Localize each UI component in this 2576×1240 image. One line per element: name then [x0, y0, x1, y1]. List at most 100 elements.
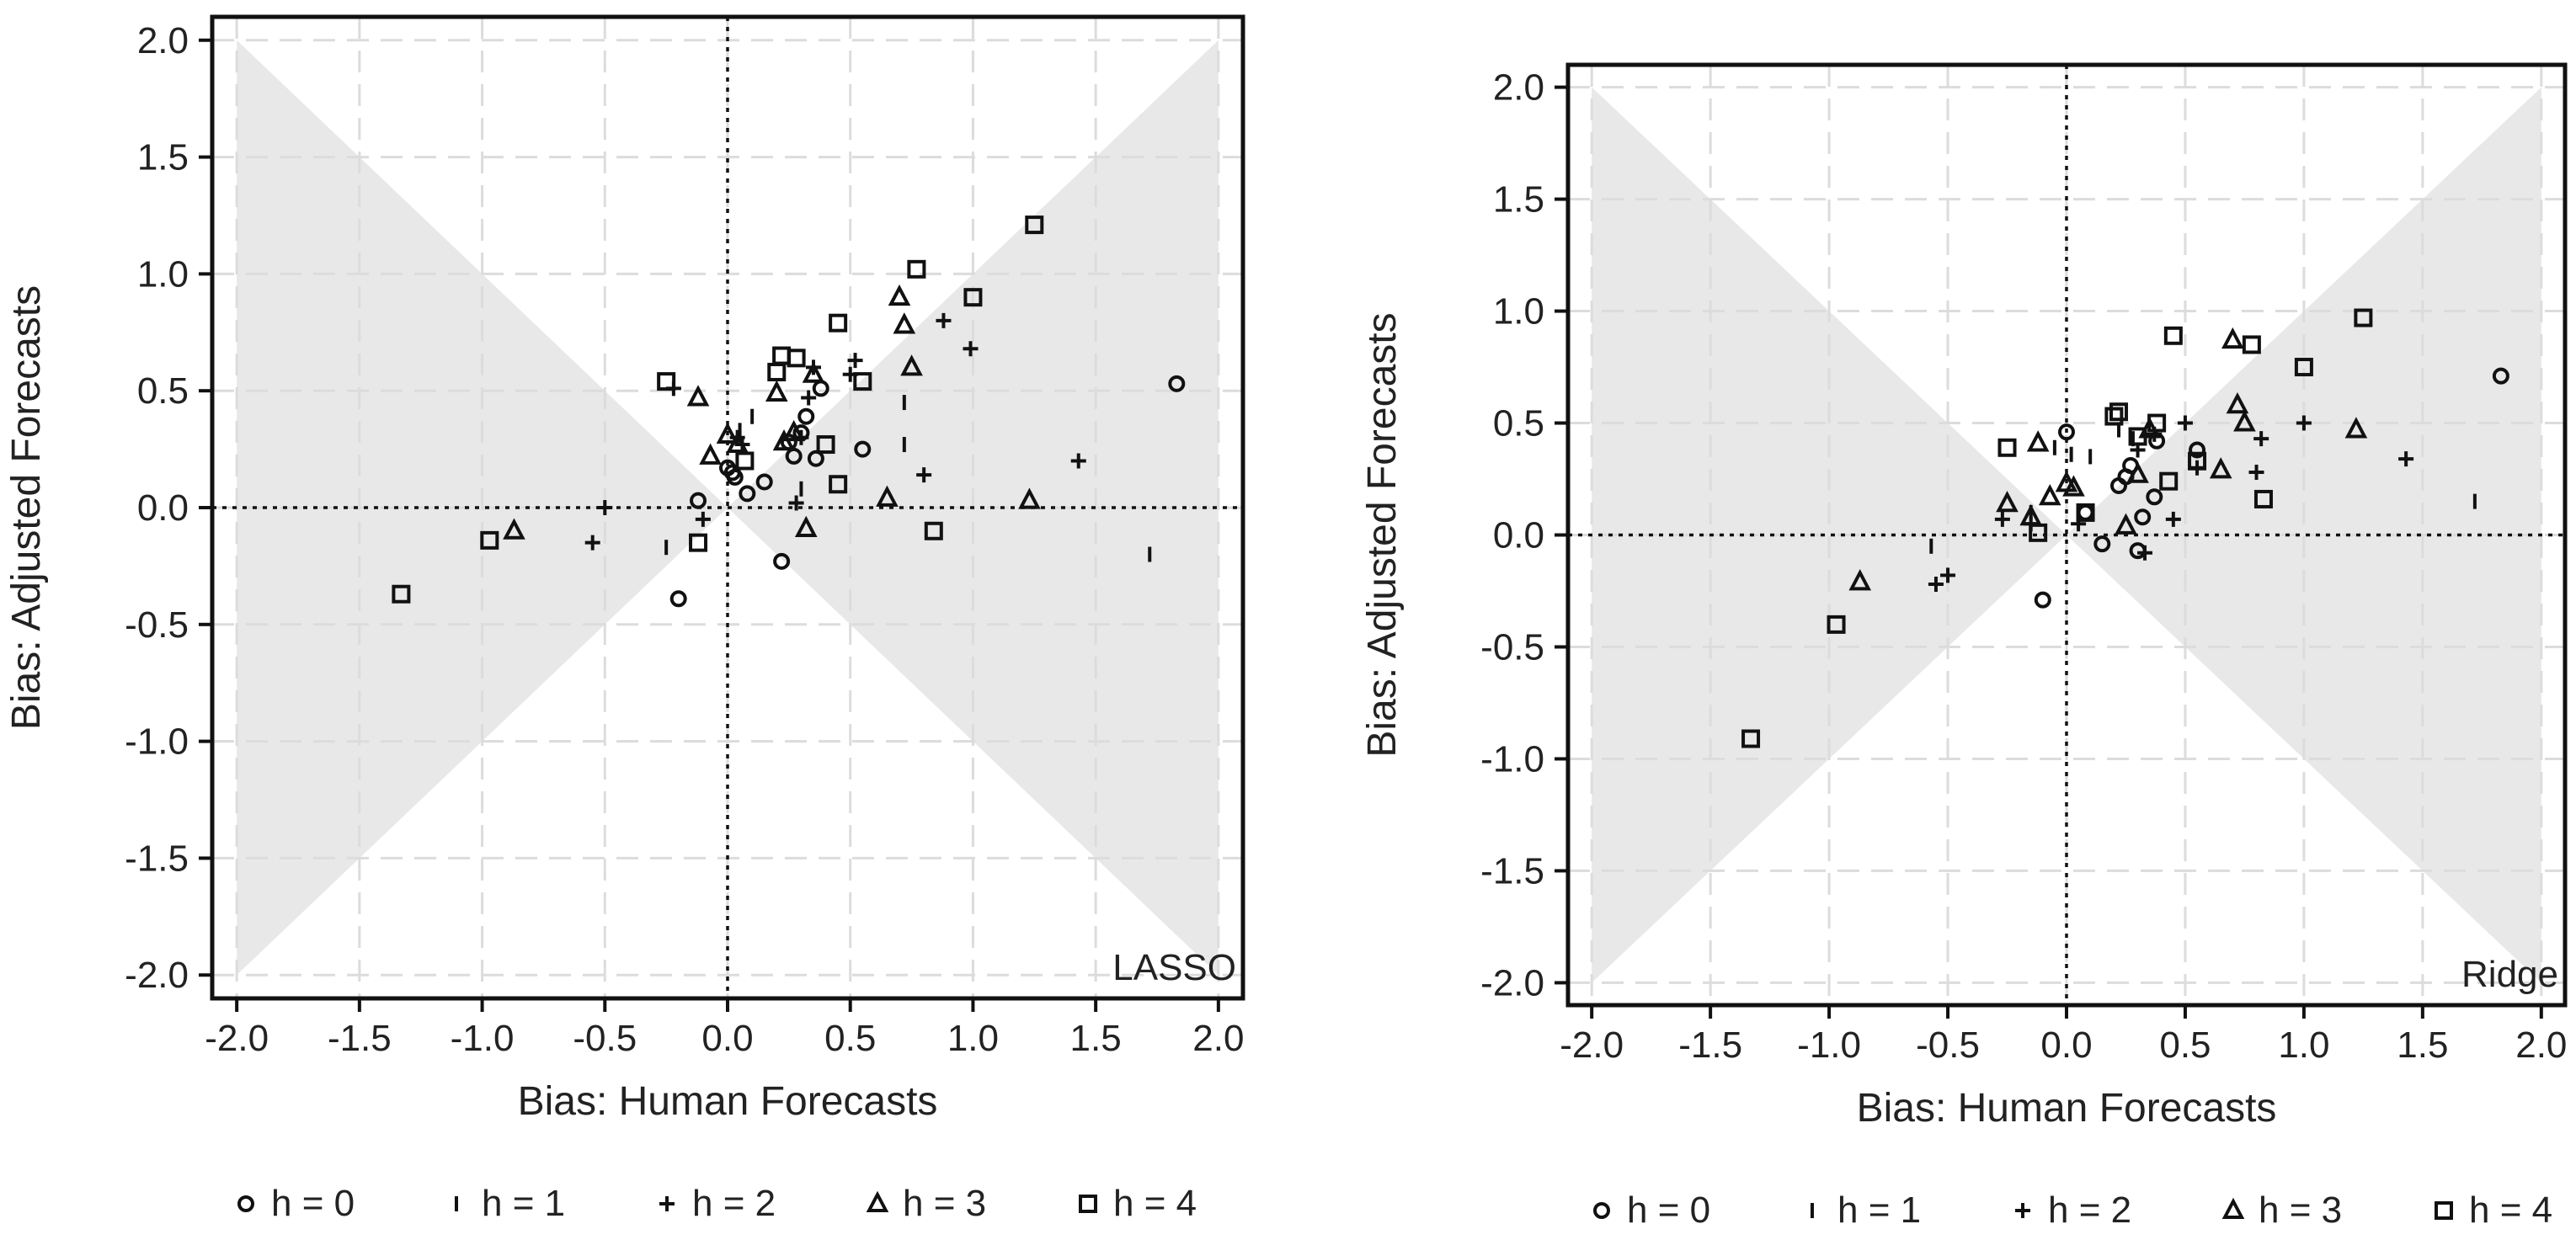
data-point-square [392, 584, 411, 604]
x-tick-label: -2.0 [1560, 1024, 1624, 1066]
data-point-circle [797, 407, 815, 425]
data-point-triangle [876, 485, 899, 507]
data-point-circle [2146, 488, 2163, 506]
data-point-circle [773, 552, 791, 570]
legend-circle-icon [1593, 1202, 1610, 1219]
data-point-triangle [782, 419, 805, 442]
data-point-plus [2137, 545, 2153, 561]
legend-item: h = 0 [1593, 1189, 1710, 1231]
data-point-plus [801, 390, 817, 406]
x-tick-label: -2.0 [205, 1018, 269, 1059]
data-point-plus [584, 535, 600, 551]
legend-item: h = 1 [455, 1183, 565, 1224]
data-point-triangle [686, 385, 710, 407]
data-point-circle [2492, 367, 2509, 385]
x-tick-label: -1.0 [451, 1018, 515, 1059]
data-point-plus [2253, 431, 2269, 447]
data-point-plus [2165, 511, 2181, 527]
data-point-square [1827, 615, 1846, 634]
data-point-triangle [765, 380, 788, 402]
data-point-triangle [794, 515, 818, 537]
legend-label: h = 3 [903, 1183, 986, 1224]
legend-item: h = 4 [2435, 1189, 2552, 1231]
legend-item: h = 3 [866, 1183, 986, 1224]
legend-triangle-icon [866, 1190, 889, 1212]
data-point-circle [739, 485, 756, 503]
legend-item: h = 1 [1811, 1189, 1921, 1231]
y-tick-label: -1.5 [125, 838, 189, 879]
x-tick-label: 1.0 [947, 1018, 999, 1059]
x-tick-label: 2.0 [1192, 1018, 1244, 1059]
legend-triangle-icon [2221, 1197, 2245, 1219]
data-point-plus [2296, 415, 2312, 431]
data-point-square [2147, 413, 2167, 433]
legend-item: h = 0 [237, 1183, 355, 1224]
y-tick-label: 2.0 [1493, 67, 1544, 109]
legend-item: h = 2 [659, 1183, 776, 1224]
data-point-triangle [893, 312, 916, 334]
data-point-triangle [1018, 487, 1041, 509]
data-point-square [1997, 438, 2017, 457]
x-tick-label: -1.5 [1678, 1024, 1742, 1066]
x-tick-label: 2.0 [2515, 1024, 2567, 1066]
legend-item: h = 3 [2221, 1189, 2342, 1231]
data-point-square [963, 288, 983, 307]
x-tick-label: 0.0 [2040, 1024, 2092, 1066]
data-point-plus [2248, 465, 2264, 481]
data-point-square [1025, 216, 1044, 235]
data-point-circle [2134, 508, 2152, 526]
data-point-square [829, 475, 848, 494]
y-tick-label: -0.5 [1480, 626, 1544, 668]
y-tick-label: 1.0 [137, 253, 189, 295]
legend-label: h = 2 [2048, 1189, 2131, 1231]
data-point-circle [726, 468, 744, 486]
y-tick-label: 2.0 [137, 20, 189, 61]
data-point-triangle [888, 284, 911, 306]
data-point-square [1741, 729, 1761, 748]
data-point-triangle [2344, 417, 2368, 439]
legend-item: h = 2 [2015, 1189, 2131, 1231]
data-point-plus [936, 312, 952, 328]
data-point-circle [669, 590, 687, 608]
y-axis-title: Bias: Adjusted Forecasts [4, 285, 49, 730]
data-point-triangle [699, 443, 722, 465]
legend-label: h = 0 [271, 1183, 355, 1224]
data-point-plus [695, 511, 711, 527]
legend-label: h = 3 [2259, 1189, 2342, 1231]
data-point-circle [2189, 441, 2206, 459]
data-point-square [480, 530, 499, 550]
data-point-plus [1994, 511, 2010, 527]
y-tick-label: 0.5 [137, 370, 189, 412]
y-tick-label: -0.5 [125, 604, 189, 646]
lasso-panel: -2.0 -1.5 -1.0 -0.5 0.0 0.5 1.0 1.5 2.0 -2.0 -1.5 -… [4, 14, 1245, 1224]
model-label: LASSO [1112, 947, 1236, 988]
x-tick-label: 1.5 [2397, 1024, 2448, 1066]
legend-label: h = 4 [1113, 1183, 1197, 1224]
data-point-circle [854, 440, 872, 458]
data-point-circle [755, 473, 773, 491]
data-point-circle [1168, 375, 1186, 392]
x-tick-label: -0.5 [573, 1018, 637, 1059]
y-tick-label: 0.0 [137, 487, 189, 529]
data-point-triangle [900, 354, 923, 376]
y-tick-label: 1.5 [1493, 179, 1544, 221]
data-point-square [2253, 489, 2273, 508]
data-point-circle [2093, 535, 2111, 553]
data-point-circle [690, 492, 707, 509]
data-point-circle [807, 450, 824, 467]
legend-item: h = 4 [1079, 1183, 1197, 1224]
data-point-square [829, 313, 848, 333]
legend-circle-icon [237, 1195, 254, 1212]
y-tick-label: 1.5 [137, 137, 189, 178]
data-point-square [2242, 335, 2261, 354]
data-point-square [2188, 451, 2207, 471]
data-point-square [2163, 326, 2183, 345]
data-point-triangle [2026, 430, 2050, 452]
data-point-plus [916, 467, 932, 483]
data-point-plus [1940, 567, 1956, 583]
legend-label: h = 2 [692, 1183, 776, 1224]
data-point-triangle [2126, 461, 2149, 483]
x-tick-label: 1.0 [2278, 1024, 2329, 1066]
legend: h = 0 h = 1 h = 2 h = 3 h = 4 [237, 1183, 1197, 1224]
